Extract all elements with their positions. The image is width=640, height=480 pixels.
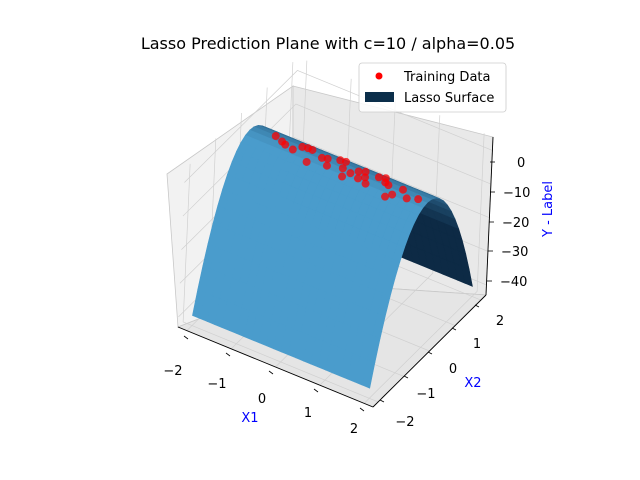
legend-marker-lasso-surface xyxy=(365,92,394,102)
x2-axis-line xyxy=(372,294,487,408)
training-point xyxy=(271,132,280,141)
z-tick-label: −20 xyxy=(502,216,529,231)
legend-box xyxy=(358,62,507,113)
z-axis-line xyxy=(485,136,494,296)
x2-tick-label: −2 xyxy=(395,415,414,430)
chart-title: Lasso Prediction Plane with c=10 / alpha… xyxy=(141,34,515,53)
training-point xyxy=(374,173,383,182)
training-point xyxy=(278,137,287,146)
training-point xyxy=(346,169,355,178)
x2-tick-mark xyxy=(474,304,480,308)
training-point xyxy=(354,167,363,176)
z-tick-label: −40 xyxy=(500,275,527,290)
grid-line xyxy=(363,133,485,404)
training-point xyxy=(317,153,326,162)
training-point xyxy=(338,172,347,181)
grid-line xyxy=(182,163,379,403)
x1-ticks: −2 −1 0 1 2 X1 xyxy=(163,335,365,437)
x1-axis-line xyxy=(177,326,374,408)
legend: Training Data Lasso Surface xyxy=(358,62,507,113)
training-point xyxy=(388,190,397,199)
z-tick-label: 0 xyxy=(517,156,525,171)
training-point xyxy=(381,178,390,187)
x1-tick-label: −1 xyxy=(207,377,226,392)
x2-tick-mark xyxy=(451,327,457,331)
z-tick-label: −10 xyxy=(503,186,530,201)
x2-ticks: −2 −1 0 1 2 X2 xyxy=(379,304,504,430)
grid-line xyxy=(182,103,492,217)
x1-tick-label: −2 xyxy=(163,364,182,379)
x2-tick-label: 1 xyxy=(473,337,481,352)
surface-patch xyxy=(361,359,376,389)
training-points xyxy=(271,132,423,204)
x2-tick-label: 2 xyxy=(496,314,504,329)
grid-line xyxy=(184,70,493,183)
lasso-surface xyxy=(192,125,473,389)
legend-label-lasso-surface: Lasso Surface xyxy=(404,91,494,106)
x2-tick-mark xyxy=(427,351,433,355)
training-point xyxy=(341,157,350,166)
x1-tick-mark xyxy=(268,370,274,375)
legend-label-training-data: Training Data xyxy=(403,70,490,85)
x1-tick-label: 2 xyxy=(350,422,358,437)
x2-axis-label: X2 xyxy=(464,376,481,391)
training-point xyxy=(288,145,297,154)
x2-tick-mark xyxy=(379,399,385,403)
x1-tick-mark xyxy=(183,335,189,340)
axis-lines xyxy=(177,136,494,408)
training-point xyxy=(381,192,390,201)
training-point xyxy=(361,167,370,176)
z-axis-label: Y - Label xyxy=(541,181,556,238)
x2-tick-label: −1 xyxy=(416,387,435,402)
training-point xyxy=(353,174,362,183)
training-point xyxy=(302,157,311,166)
x1-tick-mark xyxy=(359,407,365,412)
legend-marker-training-data xyxy=(375,72,383,80)
x1-tick-mark xyxy=(225,352,231,357)
x1-tick-label: 0 xyxy=(258,392,266,407)
z-tick-label: −30 xyxy=(501,245,528,260)
x1-tick-mark xyxy=(313,388,319,393)
training-point xyxy=(338,164,347,173)
z-ticks: 0 −10 −20 −30 −40 Y - Label xyxy=(487,156,556,290)
x2-tick-label: 0 xyxy=(449,362,457,377)
training-point xyxy=(361,179,370,188)
training-point xyxy=(399,185,408,194)
training-point xyxy=(402,194,411,203)
training-point xyxy=(308,145,317,154)
x1-axis-label: X1 xyxy=(241,411,258,426)
training-point xyxy=(322,161,331,170)
x2-tick-mark xyxy=(403,375,409,379)
training-point xyxy=(414,195,423,204)
x1-tick-label: 1 xyxy=(304,406,312,421)
